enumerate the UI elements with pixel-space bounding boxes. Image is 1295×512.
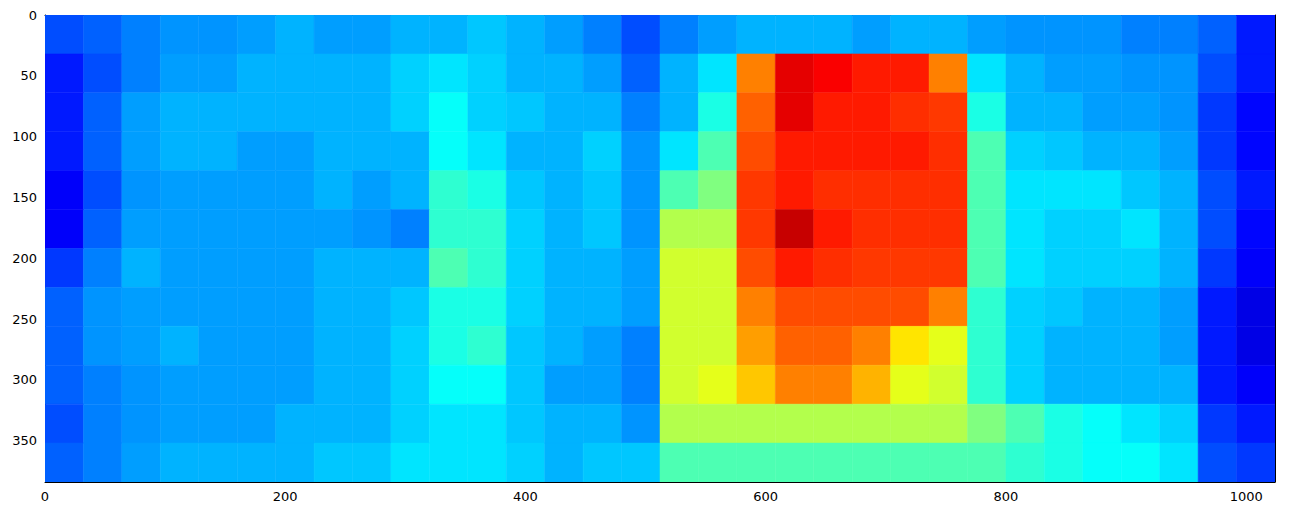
- svg-text:350: 350: [12, 433, 37, 448]
- svg-text:200: 200: [273, 489, 298, 504]
- svg-text:1000: 1000: [1230, 489, 1263, 504]
- svg-text:600: 600: [753, 489, 778, 504]
- svg-text:250: 250: [12, 312, 37, 327]
- svg-text:800: 800: [994, 489, 1019, 504]
- svg-text:0: 0: [41, 489, 49, 504]
- svg-text:400: 400: [513, 489, 538, 504]
- svg-text:0: 0: [29, 8, 37, 23]
- svg-text:200: 200: [12, 251, 37, 266]
- svg-text:50: 50: [20, 68, 37, 83]
- svg-text:100: 100: [12, 129, 37, 144]
- svg-text:300: 300: [12, 372, 37, 387]
- svg-text:150: 150: [12, 190, 37, 205]
